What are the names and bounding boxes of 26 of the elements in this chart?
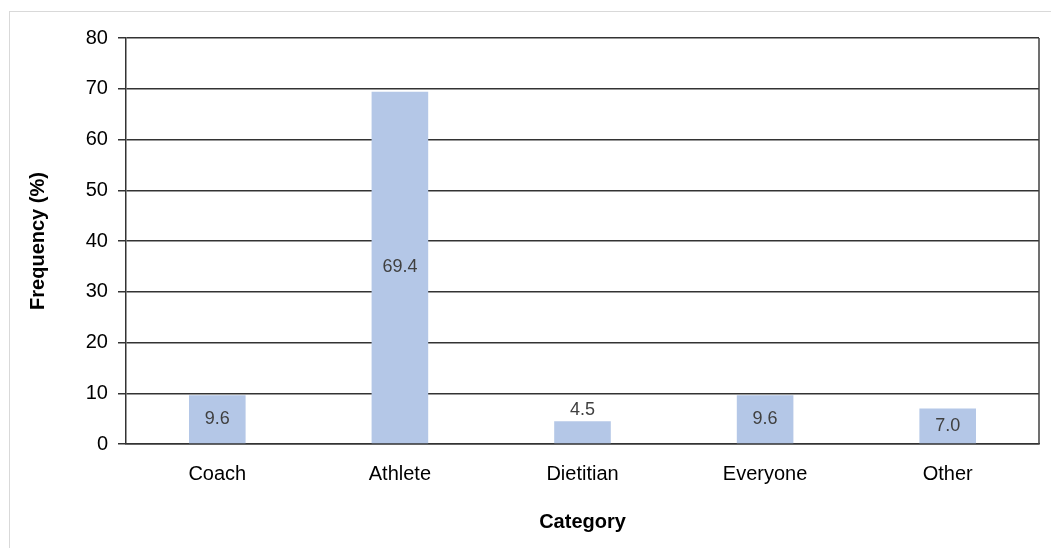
y-tick-label: 20 xyxy=(85,330,108,353)
data-label: 9.6 xyxy=(204,408,230,429)
y-tick-label: 70 xyxy=(85,76,108,99)
data-label: 69.4 xyxy=(382,256,418,277)
y-tick-label: 10 xyxy=(85,380,108,403)
y-tick-label: 60 xyxy=(85,127,108,150)
y-axis-title: Frequency (%) xyxy=(25,172,48,310)
x-tick-label: Athlete xyxy=(368,461,432,484)
data-label: 4.5 xyxy=(569,399,596,420)
data-label: 9.6 xyxy=(752,408,778,429)
bar xyxy=(736,395,794,444)
bar xyxy=(554,421,611,444)
y-tick-label: 80 xyxy=(85,25,108,48)
y-tick-label: 30 xyxy=(85,279,108,302)
y-tick-label: 50 xyxy=(85,177,108,200)
data-label: 7.0 xyxy=(935,414,961,435)
x-tick-label: Dietitian xyxy=(546,461,619,484)
x-tick-label: Coach xyxy=(188,461,247,484)
bar xyxy=(189,395,246,444)
bar xyxy=(371,91,429,444)
y-tick-label: 40 xyxy=(85,228,108,251)
x-tick-label: Other xyxy=(922,461,974,484)
y-tick-label: 0 xyxy=(96,431,108,454)
x-tick-label: Everyone xyxy=(722,461,808,484)
x-axis-title: Category xyxy=(539,509,627,532)
bar xyxy=(919,408,976,444)
